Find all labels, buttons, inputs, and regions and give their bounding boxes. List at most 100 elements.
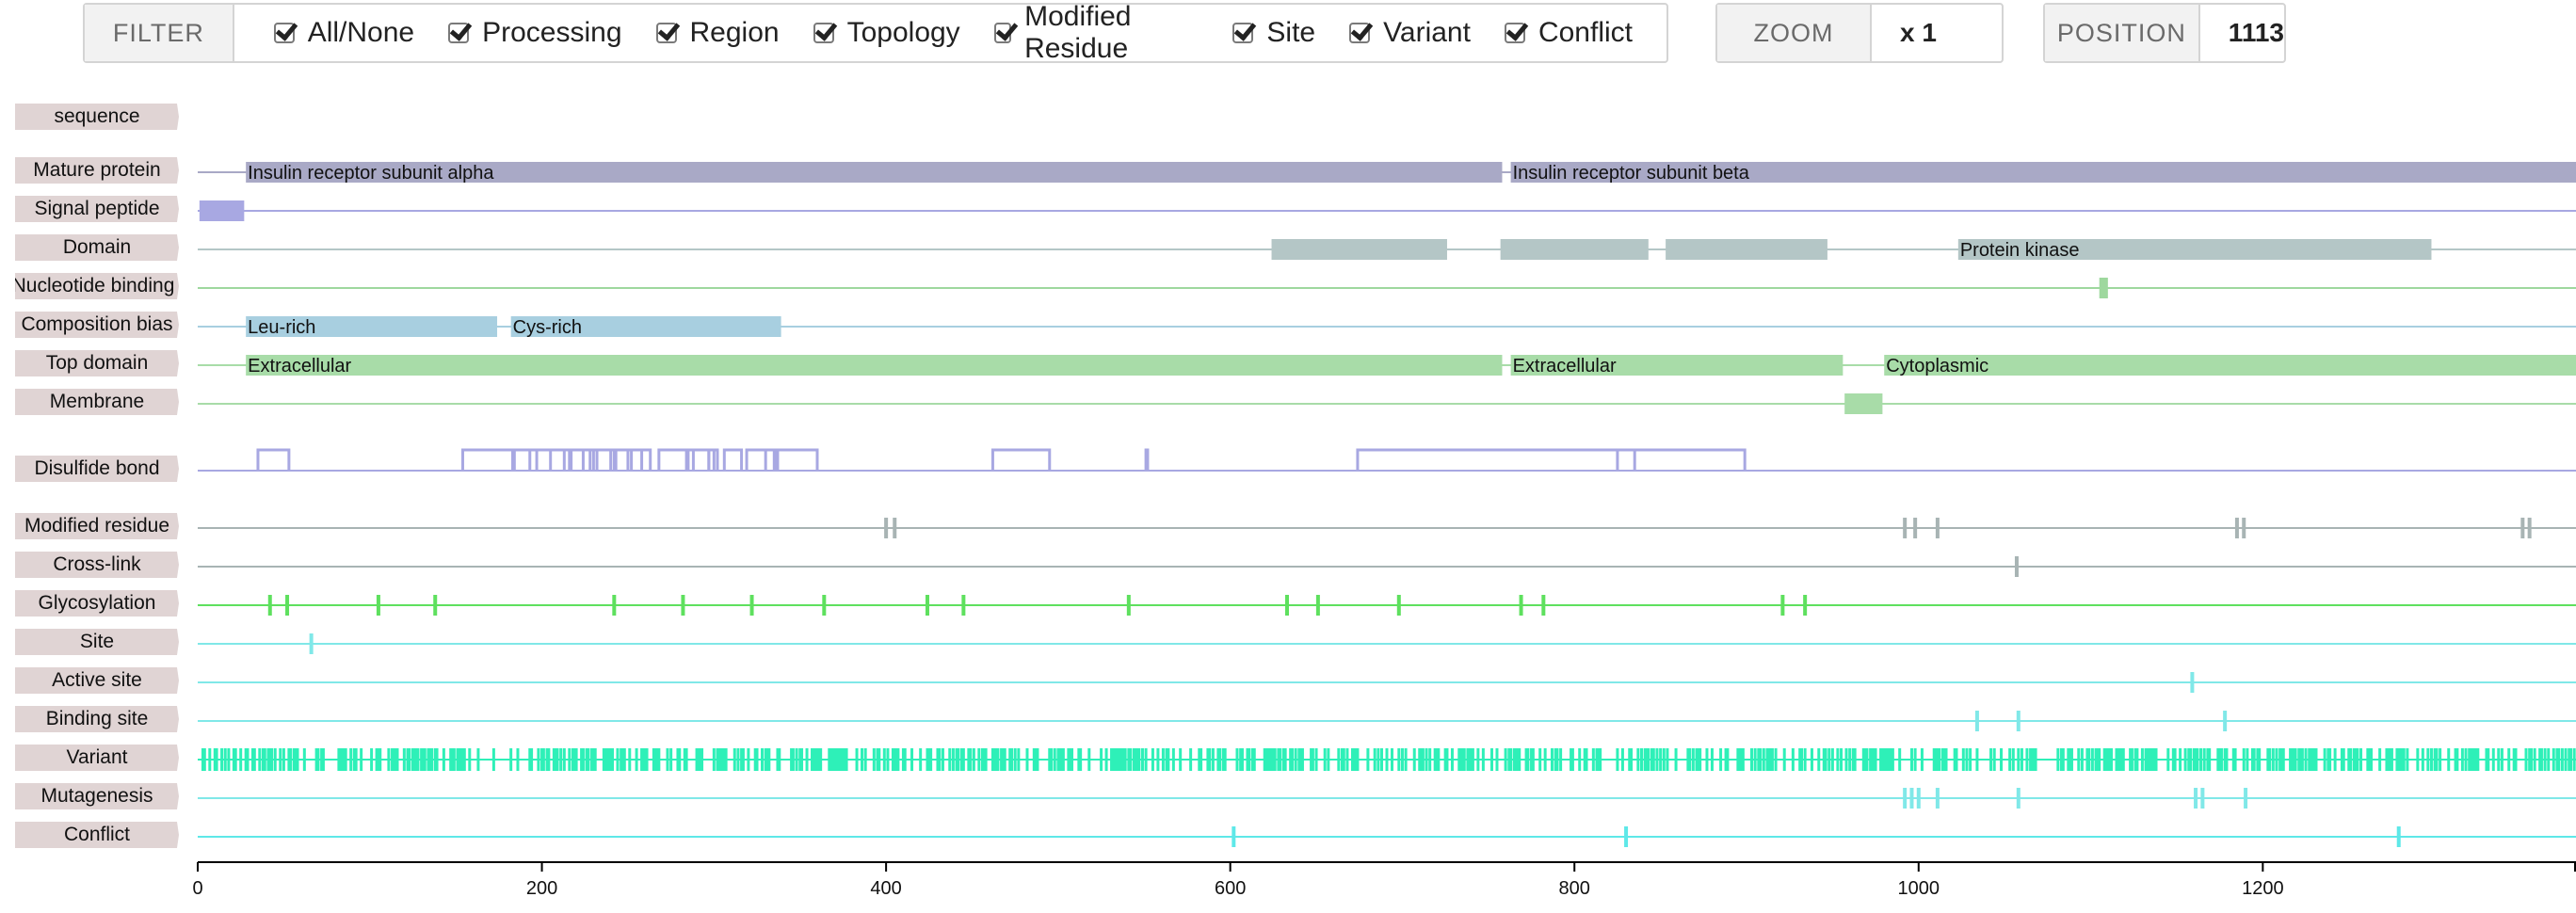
variant-tick[interactable] [1630, 748, 1634, 771]
variant-tick[interactable] [1252, 748, 1256, 771]
variant-tick[interactable] [1865, 748, 1869, 771]
variant-tick[interactable] [1462, 748, 1466, 771]
variant-tick[interactable] [2098, 748, 2101, 771]
variant-tick[interactable] [2246, 748, 2249, 771]
variant-tick[interactable] [605, 748, 609, 771]
variant-tick[interactable] [778, 748, 781, 771]
variant-tick[interactable] [552, 748, 555, 771]
variant-tick[interactable] [641, 748, 645, 771]
variant-tick[interactable] [2183, 748, 2187, 771]
variant-tick[interactable] [1404, 748, 1408, 771]
variant-tick[interactable] [2149, 748, 2153, 771]
feature-tick[interactable] [2200, 788, 2205, 809]
feature-tick[interactable] [2242, 518, 2246, 538]
feature-bar[interactable] [1510, 355, 1843, 376]
variant-tick[interactable] [2008, 748, 2012, 771]
variant-tick[interactable] [1674, 748, 1678, 771]
variant-tick[interactable] [2029, 748, 2033, 771]
variant-tick[interactable] [2323, 748, 2326, 771]
variant-tick[interactable] [1144, 748, 1148, 771]
variant-tick[interactable] [420, 748, 424, 771]
variant-tick[interactable] [423, 748, 427, 771]
variant-tick[interactable] [2435, 748, 2439, 771]
feature-bar[interactable] [1666, 239, 1827, 260]
variant-tick[interactable] [360, 748, 363, 771]
variant-tick[interactable] [1079, 748, 1083, 771]
variant-tick[interactable] [458, 748, 461, 771]
variant-tick[interactable] [1989, 748, 1993, 771]
variant-tick[interactable] [1530, 748, 1534, 771]
variant-tick[interactable] [227, 748, 231, 771]
variant-tick[interactable] [2202, 748, 2206, 771]
variant-tick[interactable] [838, 748, 842, 771]
variant-tick[interactable] [1844, 748, 1848, 771]
variant-tick[interactable] [1061, 748, 1065, 771]
filter-site[interactable]: Site [1232, 17, 1315, 49]
variant-tick[interactable] [717, 748, 721, 771]
feature-tick[interactable] [1541, 595, 1546, 616]
variant-tick[interactable] [2020, 748, 2023, 771]
variant-tick[interactable] [421, 748, 425, 771]
variant-tick[interactable] [2512, 748, 2516, 771]
feature-tick[interactable] [1913, 518, 1918, 538]
variant-tick[interactable] [790, 748, 794, 771]
feature-tick[interactable] [2223, 711, 2228, 731]
variant-tick[interactable] [1822, 748, 1826, 771]
variant-tick[interactable] [1724, 748, 1728, 771]
feature-bar[interactable] [246, 355, 1503, 376]
variant-tick[interactable] [1769, 748, 1773, 771]
variant-tick[interactable] [936, 748, 940, 771]
variant-tick[interactable] [2433, 748, 2437, 771]
variant-tick[interactable] [1342, 748, 1345, 771]
variant-tick[interactable] [1863, 748, 1867, 771]
feature-tick[interactable] [893, 518, 897, 538]
track-label-top-domain[interactable]: Top domain [15, 350, 179, 376]
variant-tick[interactable] [720, 748, 724, 771]
variant-tick[interactable] [1460, 748, 1464, 771]
track-label-variant[interactable]: Variant [15, 745, 179, 771]
feature-bar[interactable] [246, 316, 498, 337]
variant-tick[interactable] [645, 748, 649, 771]
variant-tick[interactable] [1884, 748, 1888, 771]
variant-tick[interactable] [540, 748, 544, 771]
variant-tick[interactable] [755, 748, 759, 771]
variant-tick[interactable] [1310, 748, 1313, 771]
variant-tick[interactable] [2150, 748, 2154, 771]
variant-tick[interactable] [411, 748, 414, 771]
variant-tick[interactable] [2568, 748, 2571, 771]
variant-tick[interactable] [1518, 748, 1521, 771]
variant-tick[interactable] [1428, 748, 1432, 771]
variant-tick[interactable] [736, 748, 740, 771]
variant-tick[interactable] [215, 748, 218, 771]
variant-tick[interactable] [1273, 748, 1277, 771]
variant-tick[interactable] [2281, 748, 2285, 771]
variant-tick[interactable] [1471, 748, 1474, 771]
variant-tick[interactable] [1803, 748, 1807, 771]
variant-tick[interactable] [2059, 748, 2063, 771]
variant-tick[interactable] [2219, 748, 2223, 771]
variant-tick[interactable] [1221, 748, 1225, 771]
variant-tick[interactable] [2308, 748, 2311, 771]
variant-tick[interactable] [2085, 748, 2089, 771]
variant-tick[interactable] [996, 748, 1000, 771]
variant-tick[interactable] [2514, 748, 2518, 771]
variant-tick[interactable] [620, 748, 623, 771]
variant-tick[interactable] [1798, 748, 1802, 771]
variant-tick[interactable] [2454, 748, 2457, 771]
variant-tick[interactable] [2117, 748, 2120, 771]
variant-tick[interactable] [2476, 748, 2480, 771]
variant-tick[interactable] [955, 748, 958, 771]
variant-tick[interactable] [1025, 748, 1029, 771]
variant-tick[interactable] [1297, 748, 1301, 771]
variant-tick[interactable] [442, 748, 445, 771]
variant-tick[interactable] [1129, 748, 1133, 771]
variant-tick[interactable] [830, 748, 834, 771]
track-label-sequence[interactable]: sequence [15, 104, 179, 130]
disulfide-bond[interactable] [707, 448, 716, 471]
variant-tick[interactable] [1100, 748, 1103, 771]
variant-tick[interactable] [761, 748, 765, 771]
variant-tick[interactable] [1824, 748, 1827, 771]
variant-tick[interactable] [391, 748, 394, 771]
feature-tick[interactable] [1624, 826, 1629, 847]
variant-tick[interactable] [2034, 748, 2037, 771]
